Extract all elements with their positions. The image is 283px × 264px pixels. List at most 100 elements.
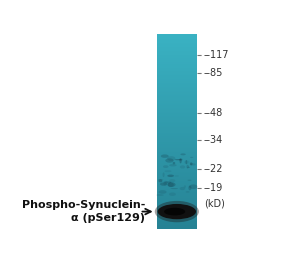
- Bar: [157, 153, 197, 155]
- Ellipse shape: [158, 179, 162, 182]
- Bar: [157, 72, 197, 73]
- Bar: [157, 185, 197, 186]
- Bar: [157, 177, 197, 178]
- Ellipse shape: [184, 185, 186, 188]
- Text: (kD): (kD): [204, 199, 225, 209]
- Bar: [157, 91, 197, 92]
- Bar: [157, 118, 197, 120]
- Bar: [157, 45, 197, 47]
- Bar: [157, 120, 197, 121]
- Ellipse shape: [179, 158, 183, 161]
- Bar: [157, 192, 197, 194]
- Bar: [157, 205, 197, 207]
- Bar: [157, 135, 197, 137]
- Bar: [157, 144, 197, 146]
- Bar: [157, 92, 197, 94]
- Bar: [157, 216, 197, 217]
- Bar: [157, 122, 197, 124]
- Bar: [157, 187, 197, 189]
- Text: Phospho-Synuclein-: Phospho-Synuclein-: [22, 200, 145, 210]
- Bar: [157, 78, 197, 79]
- Bar: [157, 173, 197, 175]
- Bar: [157, 138, 197, 139]
- Bar: [157, 151, 197, 152]
- Bar: [157, 211, 197, 212]
- Bar: [157, 170, 197, 172]
- Bar: [157, 160, 197, 161]
- Ellipse shape: [186, 165, 189, 168]
- Bar: [157, 57, 197, 59]
- Bar: [157, 221, 197, 223]
- Bar: [157, 103, 197, 104]
- Bar: [157, 186, 197, 187]
- Ellipse shape: [179, 158, 182, 163]
- Bar: [157, 110, 197, 112]
- Ellipse shape: [167, 175, 174, 177]
- Bar: [157, 126, 197, 128]
- Ellipse shape: [175, 159, 182, 160]
- Ellipse shape: [167, 156, 175, 161]
- Ellipse shape: [180, 187, 185, 190]
- Bar: [157, 87, 197, 88]
- Ellipse shape: [158, 204, 196, 219]
- Bar: [157, 97, 197, 99]
- Ellipse shape: [164, 181, 171, 183]
- Bar: [157, 83, 197, 85]
- Bar: [157, 68, 197, 69]
- Ellipse shape: [169, 192, 176, 196]
- Bar: [157, 224, 197, 225]
- Bar: [157, 172, 197, 173]
- Bar: [157, 104, 197, 106]
- Ellipse shape: [163, 181, 168, 186]
- Bar: [157, 73, 197, 74]
- Bar: [157, 147, 197, 148]
- Ellipse shape: [185, 160, 187, 164]
- Ellipse shape: [168, 182, 175, 187]
- Ellipse shape: [186, 191, 190, 193]
- Bar: [157, 34, 197, 35]
- Bar: [157, 70, 197, 72]
- Ellipse shape: [155, 201, 199, 222]
- Bar: [157, 178, 197, 180]
- Bar: [157, 169, 197, 171]
- Bar: [157, 82, 197, 83]
- Bar: [157, 109, 197, 111]
- Bar: [157, 90, 197, 91]
- Bar: [157, 99, 197, 100]
- Bar: [157, 194, 197, 195]
- Bar: [157, 134, 197, 135]
- Bar: [157, 133, 197, 134]
- Ellipse shape: [156, 194, 164, 196]
- Bar: [157, 181, 197, 182]
- Bar: [157, 139, 197, 141]
- Ellipse shape: [187, 167, 190, 168]
- Bar: [157, 156, 197, 158]
- Text: --48: --48: [204, 108, 223, 118]
- Ellipse shape: [190, 163, 196, 166]
- Bar: [157, 191, 197, 193]
- Bar: [157, 155, 197, 156]
- Bar: [157, 52, 197, 53]
- Ellipse shape: [161, 154, 169, 158]
- Bar: [157, 164, 197, 165]
- Bar: [157, 95, 197, 96]
- Text: --117: --117: [204, 50, 229, 60]
- Bar: [157, 39, 197, 40]
- Bar: [157, 84, 197, 86]
- Bar: [157, 130, 197, 131]
- Bar: [157, 200, 197, 202]
- Bar: [157, 100, 197, 102]
- Bar: [157, 207, 197, 208]
- Ellipse shape: [164, 170, 171, 172]
- Bar: [157, 226, 197, 228]
- Bar: [157, 36, 197, 38]
- Bar: [157, 35, 197, 36]
- Ellipse shape: [184, 161, 190, 164]
- Ellipse shape: [190, 162, 192, 165]
- Bar: [157, 195, 197, 196]
- Bar: [157, 161, 197, 163]
- Ellipse shape: [170, 188, 178, 189]
- Bar: [157, 64, 197, 65]
- Ellipse shape: [173, 162, 175, 164]
- Bar: [157, 222, 197, 224]
